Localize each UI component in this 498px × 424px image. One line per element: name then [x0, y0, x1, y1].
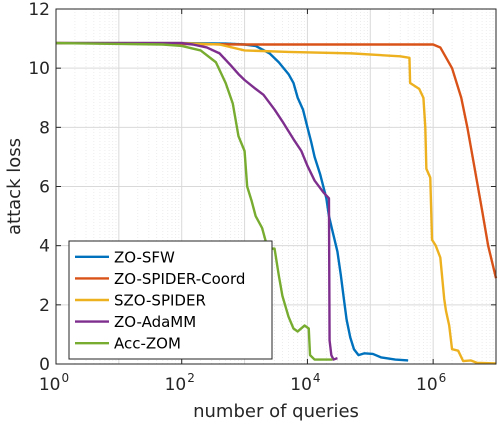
series-line-acc-zom: [55, 41, 333, 361]
legend-label: ZO-AdaMM: [114, 313, 196, 331]
legend-label: ZO-SFW: [114, 248, 175, 266]
legend-item-szo-spider: SZO-SPIDER: [75, 292, 206, 310]
legend-label: SZO-SPIDER: [114, 292, 206, 310]
legend-label: ZO-SPIDER-Coord: [114, 270, 245, 288]
legend: ZO-SFW ZO-SPIDER-Coord SZO-SPIDER ZO-AdaMM A…: [68, 240, 273, 360]
x-tick-label: 106: [416, 371, 446, 395]
legend-item-acc-zom: Acc-ZOM: [75, 335, 181, 353]
y-tick-label: 4: [39, 237, 50, 257]
legend-item-zo-adamm: ZO-AdaMM: [75, 313, 196, 331]
y-tick-label: 2: [39, 296, 50, 316]
series-line-zo-adamm: [56, 41, 338, 361]
x-tick-label: 104: [290, 371, 320, 395]
legend-label: Acc-ZOM: [114, 335, 181, 353]
y-tick-label: 10: [28, 59, 50, 79]
x-tick-label: 102: [165, 371, 195, 395]
y-tick-label: 0: [39, 355, 50, 375]
y-axis-label: attack loss: [4, 138, 25, 235]
y-tick-label: 12: [28, 0, 50, 20]
series-line-szo-spider: [56, 41, 497, 365]
x-axis-label: number of queries: [193, 401, 359, 422]
y-tick-label: 6: [39, 178, 50, 198]
y-tick-label: 8: [39, 118, 50, 138]
axis-ticks: [55, 8, 496, 365]
series-line-zo-spider-coord: [55, 41, 498, 279]
legend-item-zo-spider-coord: ZO-SPIDER-Coord: [75, 270, 245, 288]
legend-item-zo-sfw: ZO-SFW: [75, 248, 175, 266]
x-tick-label: 100: [39, 371, 69, 395]
series-lines: [55, 41, 498, 365]
